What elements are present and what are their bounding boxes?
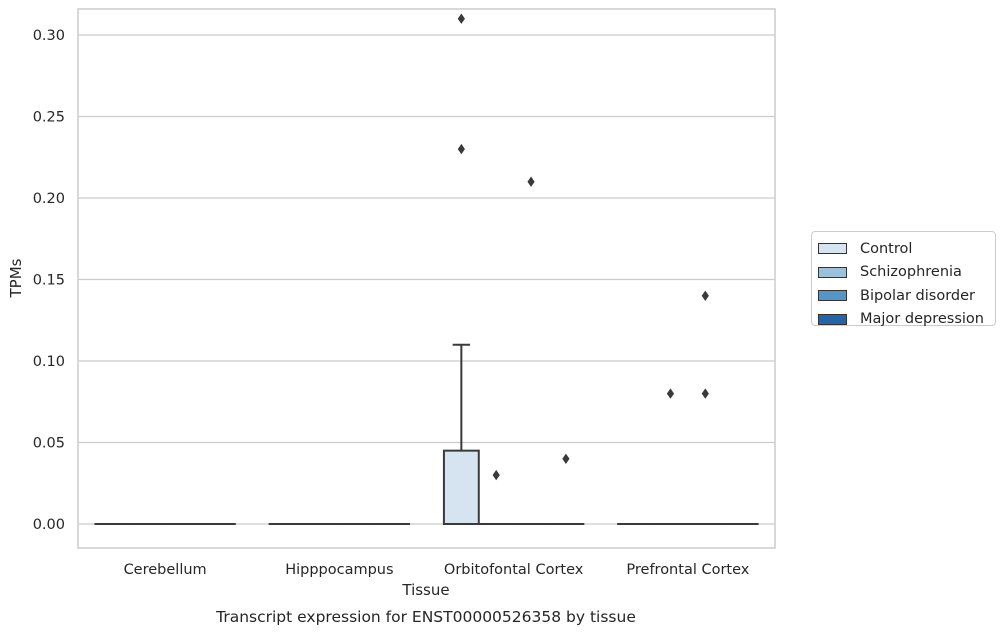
box-body [442,449,480,525]
legend-label: Control [860,240,913,257]
legend: Control Schizophrenia Bipolar disorder Majo… [811,231,996,327]
legend-label: Schizophrenia [860,264,962,281]
legend-item: Bipolar disorder [818,284,995,308]
legend-item: Major depression [818,308,995,332]
box [442,13,480,525]
x-tick-label: Hipppocampus [285,562,393,578]
y-tick-label: 0.25 [33,110,65,126]
x-tick-label: Cerebellum [124,562,207,578]
outlier-point [527,176,535,187]
plot-frame [77,8,776,549]
legend-label: Major depression [860,311,984,328]
legend-swatch [818,243,847,255]
outlier-point [701,388,709,399]
legend-swatch [818,313,847,325]
box [686,290,724,526]
chart-caption: Transcript expression for ENST0000052635… [215,608,636,626]
box [547,453,585,526]
outlier-point [457,143,465,155]
legend-swatch [818,290,847,302]
legend-swatch [818,266,847,278]
legend-item: Schizophrenia [818,261,995,285]
x-tick-label: Prefrontal Cortex [626,562,749,578]
box [477,469,515,526]
legend-item: Control [818,237,995,261]
outlier-point [492,469,500,481]
y-tick-label: 0.05 [33,436,65,452]
y-axis-label: TPMs [7,258,25,298]
outlier-point [701,290,709,301]
x-tick-label: Orbitofontal Cortex [444,562,584,578]
y-tick-labels: 0.00 0.05 0.10 0.15 0.20 0.25 0.30 [33,28,65,533]
box [652,388,689,526]
x-tick-labels: Cerebellum Hipppocampus Orbitofontal Corte… [124,562,750,578]
x-axis-label: Tissue [401,581,449,599]
box-series [94,13,759,526]
y-tick-label: 0.20 [33,191,65,207]
y-tick-label: 0.15 [33,273,65,289]
y-tick-label: 0.10 [33,354,65,370]
outlier-point [457,13,465,24]
y-tick-label: 0.00 [33,517,65,533]
y-gridlines [78,34,775,525]
outlier-point [562,453,570,464]
box [512,176,550,526]
legend-label: Bipolar disorder [860,287,975,304]
outlier-point [666,388,675,399]
y-tick-label: 0.30 [33,28,65,44]
